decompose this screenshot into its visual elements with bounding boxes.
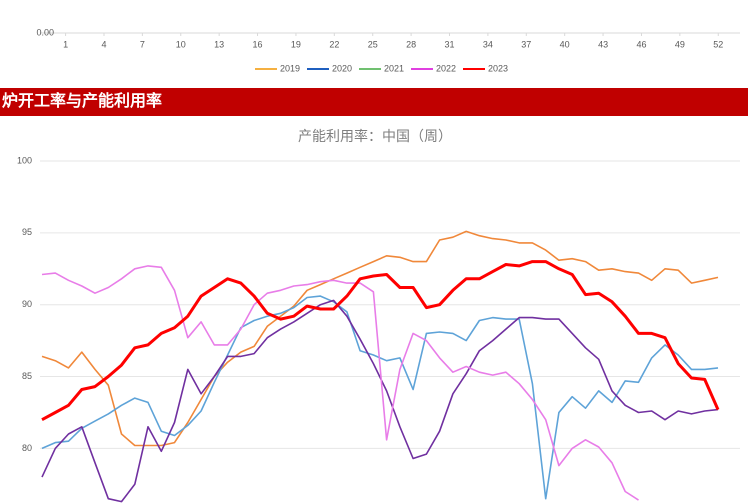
legend-label: 2022 [436, 63, 456, 73]
banner-title: 炉开工率与产能利用率 [2, 91, 162, 110]
series-line [41, 260, 720, 422]
x-tick-label: 34 [483, 39, 493, 49]
y-tick-label: 0.00 [36, 27, 54, 37]
x-tick-label: 1 [63, 39, 68, 49]
y-tick-label: 95 [22, 227, 32, 237]
x-tick-label: 46 [636, 39, 646, 49]
x-tick-label: 37 [521, 39, 531, 49]
y-tick-label: 100 [17, 155, 32, 165]
x-tick-label: 4 [101, 39, 106, 49]
y-tick-label: 80 [22, 443, 32, 453]
legend-label: 2019 [280, 63, 300, 73]
series-line [41, 230, 719, 447]
x-tick-label: 49 [675, 39, 685, 49]
x-tick-label: 7 [140, 39, 145, 49]
series-line [41, 265, 639, 501]
legend-label: 2023 [488, 63, 508, 73]
legend-label: 2020 [332, 63, 352, 73]
chart-title: 产能利用率：中国（周） [298, 128, 452, 145]
x-tick-label: 28 [406, 39, 416, 49]
x-tick-label: 40 [560, 39, 570, 49]
x-tick-label: 19 [291, 39, 301, 49]
series-line [41, 299, 719, 503]
x-tick-label: 10 [176, 39, 186, 49]
x-tick-label: 22 [329, 39, 339, 49]
y-tick-label: 85 [22, 371, 32, 381]
x-tick-label: 25 [368, 39, 378, 49]
x-tick-label: 43 [598, 39, 608, 49]
legend-label: 2021 [384, 63, 404, 73]
series-line [41, 295, 719, 500]
x-tick-label: 52 [713, 39, 723, 49]
y-tick-label: 90 [22, 299, 32, 309]
x-tick-label: 13 [214, 39, 224, 49]
x-tick-label: 16 [253, 39, 263, 49]
banner [0, 88, 748, 116]
x-tick-label: 31 [444, 39, 454, 49]
